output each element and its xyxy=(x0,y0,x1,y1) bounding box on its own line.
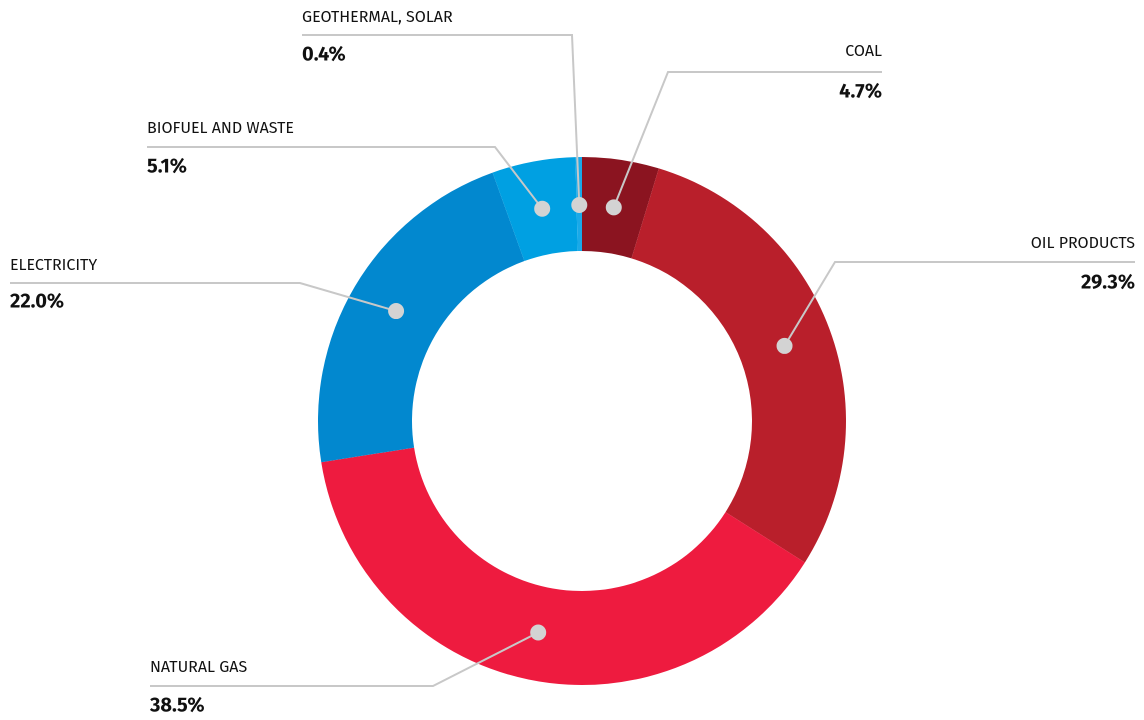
leader-line xyxy=(783,261,1135,347)
leader-dot xyxy=(605,199,622,216)
leader-line xyxy=(147,146,543,210)
leader-line xyxy=(302,34,581,206)
slice-value: 29.3% xyxy=(1081,270,1135,294)
leader-line xyxy=(612,71,882,208)
leader-dot xyxy=(388,303,405,320)
leader-dot xyxy=(571,197,588,214)
slice-value: 4.7% xyxy=(839,79,882,103)
slice-value: 5.1% xyxy=(147,154,187,178)
leader-dot xyxy=(530,624,547,641)
slice-value: 22.0% xyxy=(10,289,64,313)
donut-slice xyxy=(631,168,846,563)
slice-value: 0.4% xyxy=(302,42,346,66)
leader-line xyxy=(10,282,397,313)
slice-value: 38.5% xyxy=(149,693,205,717)
donut-slice xyxy=(321,447,805,685)
slice-label: COAL xyxy=(845,42,882,61)
leader-dot xyxy=(534,200,551,217)
slice-label: OIL PRODUCTS xyxy=(1031,234,1136,253)
slice-label: GEOTHERMAL, SOLAR xyxy=(302,8,453,27)
donut-slice xyxy=(318,172,525,463)
slice-label: BIOFUEL AND WASTE xyxy=(147,119,294,138)
slice-label: ELECTRICITY xyxy=(10,256,97,275)
slice-label: NATURAL GAS xyxy=(150,658,247,677)
leader-dot xyxy=(776,337,793,354)
leader-line xyxy=(150,631,539,687)
